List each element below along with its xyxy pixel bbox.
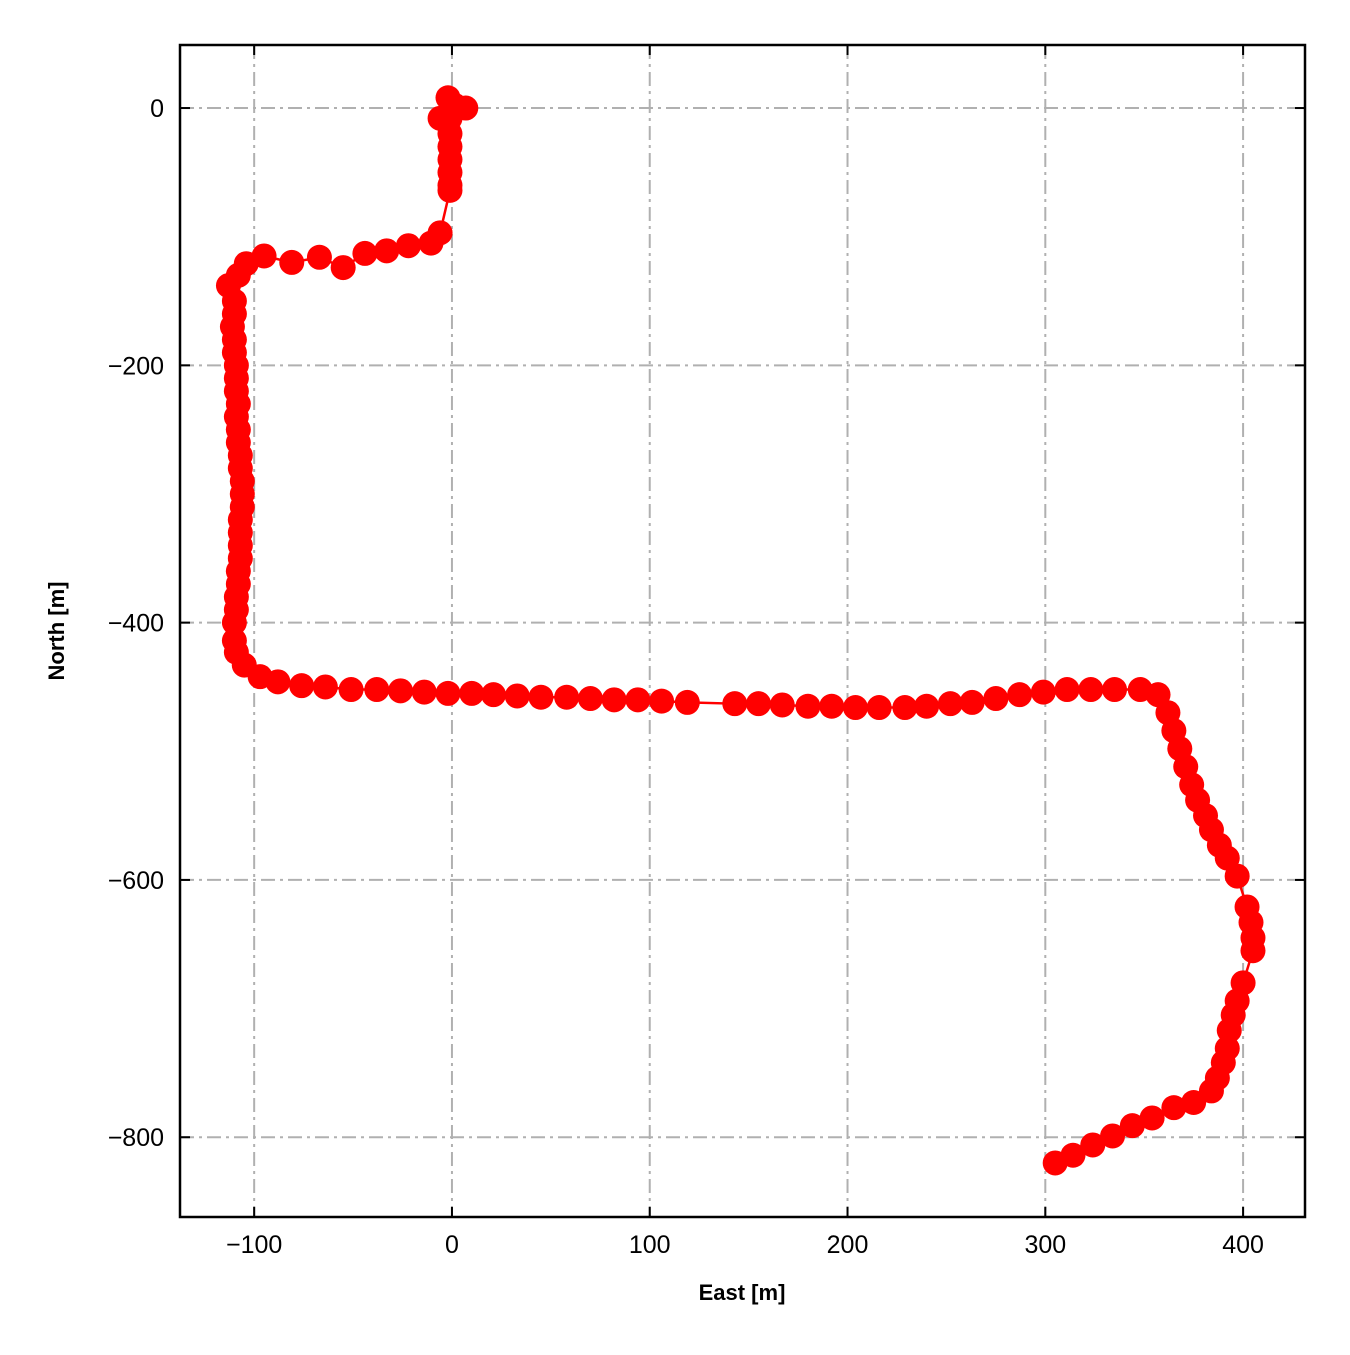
- trajectory-point: [769, 692, 795, 718]
- trajectory-point: [388, 678, 414, 704]
- trajectory-point: [437, 177, 463, 203]
- trajectory-point: [554, 684, 580, 710]
- x-axis-label: East [m]: [699, 1280, 786, 1305]
- x-tick-label: 300: [1024, 1231, 1066, 1259]
- trajectory-point: [395, 233, 421, 259]
- x-tick-label: 200: [827, 1231, 869, 1259]
- trajectory-point: [674, 689, 700, 715]
- trajectory-point: [374, 238, 400, 264]
- axis-ticks: −100 0 100 200 300 400 0 −200 −400 −600 −800: [108, 45, 1305, 1259]
- trajectory-point: [746, 691, 772, 717]
- trajectory-point: [842, 695, 868, 721]
- y-tick-label: −200: [108, 352, 164, 380]
- trajectory-point: [1139, 1105, 1165, 1131]
- trajectory-point: [1240, 938, 1266, 964]
- trajectory-point: [1100, 1123, 1126, 1149]
- trajectory-point: [1078, 677, 1104, 703]
- y-tick-label: −400: [108, 610, 164, 638]
- trajectory-point: [625, 687, 651, 713]
- trajectory-point: [1224, 863, 1250, 889]
- grid-lines: [180, 45, 1305, 1217]
- trajectory-point: [528, 684, 554, 710]
- trajectory-point: [418, 230, 444, 256]
- trajectory-point: [1102, 677, 1128, 703]
- y-tick-label: 0: [150, 95, 164, 123]
- trajectory-point: [504, 683, 530, 709]
- plot-frame: [178, 43, 1307, 1219]
- x-tick-label: 400: [1222, 1231, 1264, 1259]
- y-tick-label: −600: [108, 867, 164, 895]
- trajectory-point: [289, 673, 315, 699]
- x-tick-label: 0: [445, 1231, 459, 1259]
- trajectory-point: [221, 610, 247, 636]
- trajectory-point: [601, 687, 627, 713]
- trajectory-point: [1161, 1095, 1187, 1121]
- trajectory-point: [480, 682, 506, 708]
- trajectory-point: [306, 244, 332, 270]
- trajectory-point: [1054, 677, 1080, 703]
- trajectory-point: [722, 691, 748, 717]
- trajectory-point: [1007, 682, 1033, 708]
- trajectory-point: [435, 680, 461, 706]
- trajectory-point: [459, 680, 485, 706]
- trajectory-point: [364, 677, 390, 703]
- trajectory-point: [1080, 1132, 1106, 1158]
- trajectory-point: [352, 240, 378, 266]
- y-axis-label: North [m]: [44, 582, 69, 681]
- trajectory-point: [312, 674, 338, 700]
- trajectory-point: [265, 669, 291, 695]
- trajectory-point: [937, 691, 963, 717]
- trajectory-point: [892, 695, 918, 721]
- trajectory-point: [1042, 1150, 1068, 1176]
- trajectory-point: [338, 677, 364, 703]
- trajectory-point: [649, 688, 675, 714]
- x-tick-label: −100: [226, 1231, 282, 1259]
- x-tick-label: 100: [629, 1231, 671, 1259]
- trajectory-point: [411, 679, 437, 705]
- trajectory-point: [330, 255, 356, 281]
- trajectory-point: [1030, 679, 1056, 705]
- trajectory-point: [1181, 1090, 1207, 1116]
- trajectory-point: [577, 686, 603, 712]
- trajectory-point: [914, 693, 940, 719]
- trajectory-point: [959, 689, 985, 715]
- trajectory-point: [983, 686, 1009, 712]
- y-tick-label: −800: [108, 1124, 164, 1152]
- trajectory-point: [866, 695, 892, 721]
- trajectory-series: [215, 85, 1266, 1176]
- trajectory-point: [819, 693, 845, 719]
- trajectory-point: [279, 249, 305, 275]
- trajectory-point: [1119, 1113, 1145, 1139]
- trajectory-point: [795, 693, 821, 719]
- trajectory-point: [1198, 1078, 1224, 1104]
- trajectory-point: [1216, 1017, 1242, 1043]
